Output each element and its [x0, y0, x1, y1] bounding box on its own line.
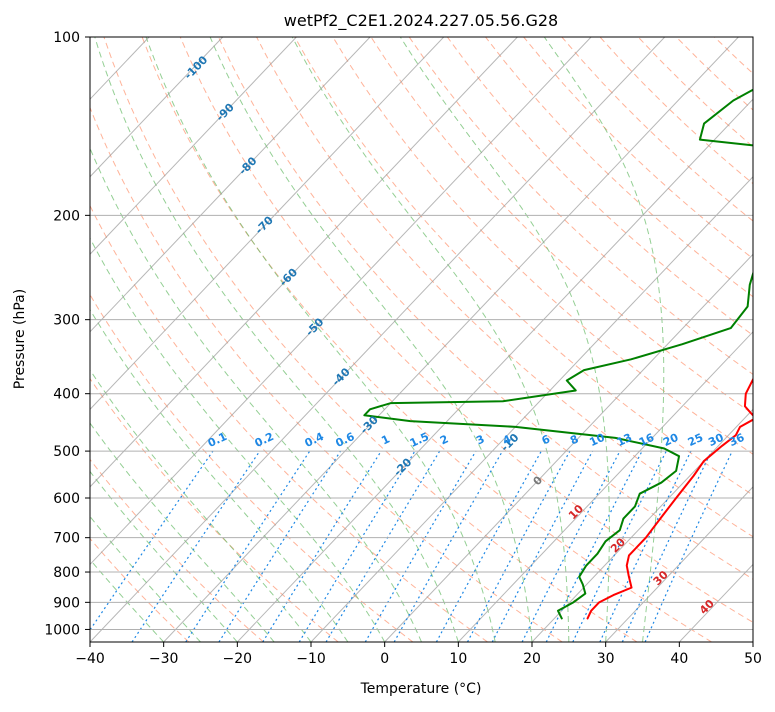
- y-tick-label: 600: [53, 491, 80, 507]
- x-tick-label: −30: [149, 651, 179, 667]
- y-tick-label: 800: [53, 565, 80, 581]
- y-tick-label: 400: [53, 387, 80, 403]
- y-tick-label: 200: [53, 208, 80, 224]
- x-tick-label: 50: [744, 651, 762, 667]
- x-tick-label: 10: [449, 651, 467, 667]
- y-tick-label: 100: [53, 30, 80, 46]
- y-tick-label: 1000: [44, 622, 80, 638]
- chart-title: wetPf2_C2E1.2024.227.05.56.G28: [284, 11, 558, 31]
- y-axis-label: Pressure (hPa): [12, 289, 28, 389]
- x-tick-label: 40: [670, 651, 688, 667]
- x-tick-label: −20: [223, 651, 253, 667]
- isotherm-line: [0, 37, 2, 642]
- x-tick-label: 0: [380, 651, 389, 667]
- y-tick-label: 300: [53, 313, 80, 329]
- y-tick-label: 900: [53, 595, 80, 611]
- plot-background: [90, 37, 753, 642]
- x-axis-label: Temperature (°C): [360, 681, 482, 697]
- x-axis: −40 −30 −20 −10 0 10 20 30 40 50: [75, 642, 762, 667]
- y-tick-label: 700: [53, 531, 80, 547]
- x-tick-label: 20: [523, 651, 541, 667]
- isotherm-line: [753, 37, 775, 642]
- dry-adiabat-line: [753, 37, 775, 642]
- x-tick-label: 30: [597, 651, 615, 667]
- y-tick-label: 500: [53, 444, 80, 460]
- y-axis: 100 200 300 400 500 600 700 800 900 1000: [44, 30, 90, 638]
- x-tick-label: −10: [296, 651, 326, 667]
- x-tick-label: −40: [75, 651, 105, 667]
